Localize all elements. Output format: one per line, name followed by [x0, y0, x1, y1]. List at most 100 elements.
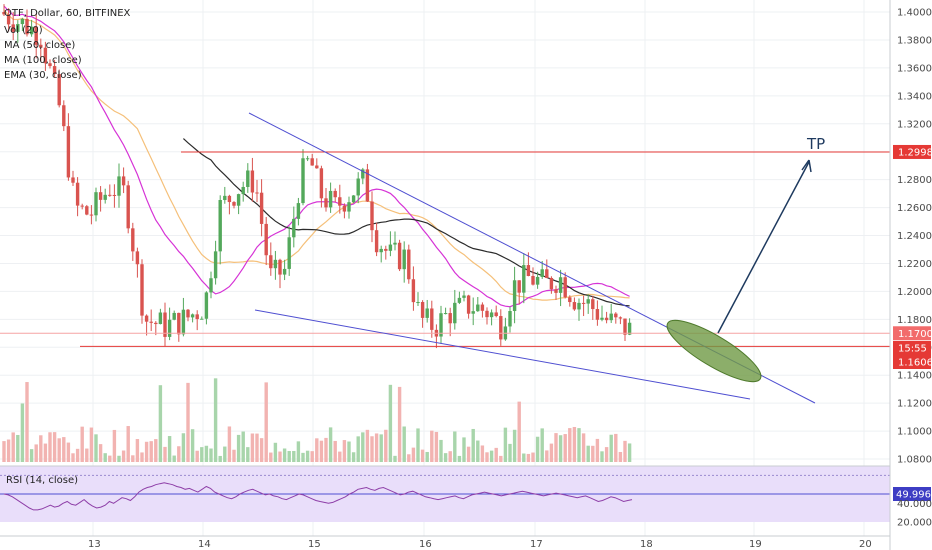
volume-bars [2, 378, 632, 462]
volume-bar [572, 426, 577, 462]
candle-body [241, 186, 245, 195]
candle-body [278, 259, 282, 275]
candle-body [177, 312, 181, 335]
candle-body [172, 312, 176, 320]
candle-body [66, 126, 71, 178]
candle-body [439, 313, 443, 337]
candle-body [526, 265, 531, 276]
candle-body [443, 313, 448, 315]
candle-body [315, 165, 319, 169]
volume-bar [121, 450, 126, 462]
candle-body [213, 251, 218, 279]
rsi-value-text: 49.9961 [896, 490, 932, 501]
candle-body [287, 237, 291, 269]
price-tick-label: 1.3600 [897, 63, 932, 74]
time-tick-label: 14 [198, 539, 211, 550]
candle-body [489, 312, 494, 318]
rsi-tick-label: 40.0000 [897, 499, 932, 510]
volume-bar [292, 450, 296, 462]
volume-bar [108, 455, 112, 462]
candle-body [554, 289, 558, 293]
price-tick-label: 1.1200 [897, 399, 932, 410]
candle-body [209, 278, 213, 293]
price-tag [893, 144, 931, 159]
volume-bar [397, 386, 402, 462]
rsi-label: RSI (14, close) [6, 475, 78, 486]
candle-body [103, 194, 107, 200]
price-tick-label: 1.2000 [897, 287, 932, 298]
candle-body [71, 177, 75, 183]
volume-bar [232, 449, 236, 462]
rsi-line [3, 482, 633, 511]
rsi-panel [0, 465, 890, 522]
volume-bar [264, 382, 268, 462]
volume-bar [296, 441, 301, 462]
price-tag-text: 15:55 [898, 344, 927, 355]
candle-body [420, 302, 425, 318]
volume-bar [117, 455, 121, 462]
candle-body [62, 105, 66, 127]
price-tick-label: 1.0800 [897, 455, 932, 466]
volume-bar [434, 431, 439, 462]
breakout-zone-ellipse [666, 319, 762, 383]
candle-body [600, 317, 604, 320]
candle-body [264, 223, 268, 256]
candle-body [568, 297, 572, 303]
volume-bar [135, 439, 140, 462]
price-tick-label: 1.2400 [897, 231, 932, 242]
candle-body [204, 292, 209, 319]
tp-arrow-head [801, 159, 812, 173]
volume-bar [103, 453, 107, 462]
candle-body [577, 302, 581, 310]
volume-bar [531, 452, 535, 462]
volume-bar [508, 443, 512, 462]
candle-body [581, 302, 586, 304]
candle-body [57, 74, 61, 106]
volume-bar [16, 434, 20, 462]
candle-body [292, 218, 296, 238]
volume-bar [112, 429, 117, 462]
candle-body [453, 302, 457, 324]
volume-bar [48, 432, 52, 462]
candle-body [250, 170, 255, 193]
candle-body [535, 276, 540, 285]
candle-body [255, 192, 259, 194]
candle-body [361, 169, 365, 179]
volume-bar [333, 440, 337, 462]
candle-body [11, 24, 15, 32]
price-tick-label: 1.3400 [897, 91, 932, 102]
candle-body [43, 47, 48, 64]
candle-body [144, 315, 149, 322]
volume-bar [448, 451, 452, 462]
volume-bar [351, 452, 356, 462]
volume-bar [420, 449, 425, 462]
volume-bar [227, 426, 232, 462]
ma50-line [3, 5, 630, 308]
price-tag-text: 1.1606 [898, 358, 932, 369]
volume-bar [89, 427, 94, 462]
candle-body [131, 228, 135, 252]
volume-bar [269, 452, 273, 462]
volume-bar [85, 448, 89, 462]
volume-bar [255, 433, 259, 462]
legend-ema30: EMA (30, close) [4, 70, 82, 81]
volume-bar [149, 441, 153, 462]
volume-bar [517, 401, 521, 462]
volume-bar [144, 441, 149, 462]
volume-bar [471, 428, 475, 462]
legend-ma50: MA (50, close) [4, 40, 75, 51]
volume-bar [499, 455, 503, 462]
drawings[interactable] [0, 112, 890, 404]
volume-bar [466, 446, 471, 462]
time-tick-label: 18 [640, 539, 653, 550]
volume-bar [618, 451, 623, 462]
candle-body [269, 255, 273, 269]
candle-body [112, 194, 117, 196]
candle-body [448, 313, 452, 324]
volume-bar [324, 437, 328, 462]
candle-body [591, 299, 595, 310]
legend-vol: Vol (20) [4, 25, 43, 36]
candle-body [200, 318, 204, 320]
volume-bar [503, 427, 508, 462]
